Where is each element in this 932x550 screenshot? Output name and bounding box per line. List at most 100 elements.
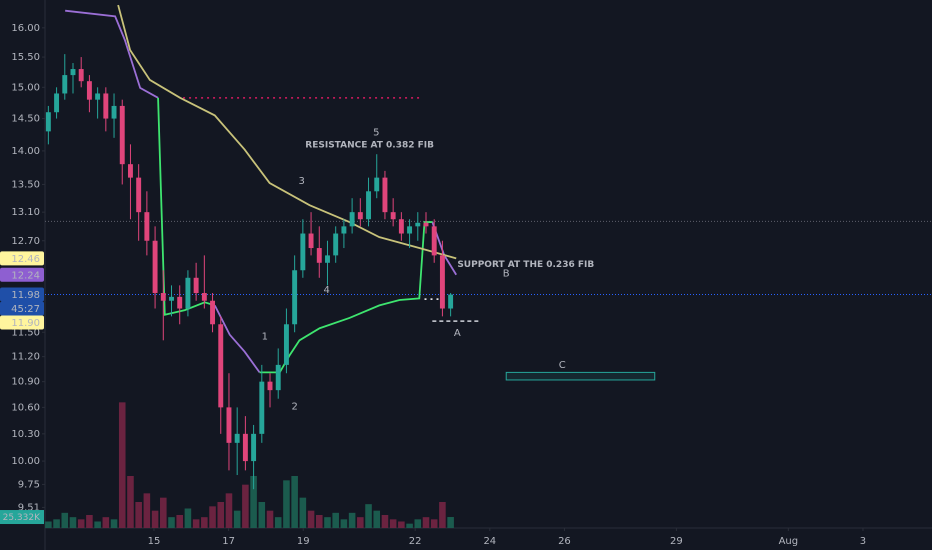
volume-bar: [151, 510, 159, 528]
volume-bar: [77, 519, 85, 528]
indicator-line: [65, 9, 159, 99]
candle-body: [86, 81, 92, 100]
indicator-line: [157, 97, 216, 316]
y-tick-label: 10.60: [11, 402, 40, 413]
annotation: SUPPORT AT THE 0.236 FIB: [457, 260, 594, 270]
candle-body: [45, 112, 51, 132]
volume-bar: [184, 508, 192, 528]
y-tick-label: 16.00: [11, 23, 40, 34]
volume-bar: [135, 502, 142, 528]
candle-body: [160, 293, 166, 301]
volume-bar: [398, 521, 405, 528]
y-tick-label: 14.50: [11, 114, 40, 125]
x-tick-label: 3: [860, 536, 866, 547]
annotation: 5: [373, 128, 379, 139]
countdown-label: 45:27: [11, 304, 40, 315]
candle-body: [103, 93, 109, 119]
volume-bar: [414, 519, 422, 528]
y-tick-label: 13.50: [11, 179, 40, 190]
candle-body: [357, 212, 363, 220]
y-tick-label: 13.10: [11, 207, 40, 218]
x-tick-label: 22: [409, 536, 422, 547]
candle-body: [177, 296, 183, 309]
candle-body: [201, 293, 207, 301]
candle-body: [316, 248, 322, 263]
volume-bar: [291, 476, 298, 528]
y-tick-label: 12.70: [11, 236, 40, 247]
annotation: C: [559, 360, 566, 371]
volume-bar: [209, 506, 216, 528]
x-tick-label: 19: [297, 536, 310, 547]
volume-bar: [439, 502, 446, 528]
candle-body: [95, 93, 101, 100]
volume-bar: [357, 517, 364, 528]
candle-body: [218, 324, 224, 408]
candle-body: [234, 433, 240, 443]
volume-bar: [250, 476, 257, 528]
y-tick-label: 14.00: [11, 146, 40, 157]
volume-bar: [168, 517, 175, 528]
volume-bar: [283, 480, 290, 528]
volume-label-bg: [0, 510, 44, 525]
indicator-line: [117, 4, 457, 260]
candle-body: [390, 212, 396, 220]
price-label: 11.90: [11, 318, 40, 329]
volume-bar: [389, 519, 397, 528]
candle-body: [119, 105, 125, 165]
candle-body: [152, 240, 158, 294]
y-tick-label: 15.00: [11, 82, 40, 93]
candle-body: [210, 300, 216, 325]
price-label: 12.24: [11, 270, 40, 281]
volume-bar: [94, 521, 101, 528]
y-tick-label: 11.20: [11, 352, 40, 363]
candle-body: [127, 164, 133, 178]
price-label: 12.46: [11, 254, 40, 265]
volume-bar: [274, 517, 282, 528]
x-tick-label: 26: [558, 536, 571, 547]
volume-bar: [348, 512, 356, 528]
annotation: 2: [291, 402, 297, 413]
candle-body: [366, 191, 371, 220]
y-tick-label: 15.50: [11, 52, 40, 63]
volume-bar: [340, 519, 348, 528]
annotation: 1: [262, 331, 268, 342]
candle-body: [136, 177, 142, 213]
y-tick-label: 11.50: [11, 327, 40, 338]
volume-bar: [86, 515, 93, 528]
volume-bar: [160, 497, 167, 528]
volume-bar: [61, 512, 69, 528]
volume-bar: [45, 521, 52, 528]
annotation: 4: [324, 285, 330, 296]
target-box: [505, 371, 656, 381]
price-label-bg: [0, 267, 44, 282]
y-tick-label: 10.90: [11, 377, 40, 388]
x-tick-label: 24: [483, 536, 496, 547]
candle-body: [185, 277, 191, 309]
volume-bar: [422, 517, 430, 528]
x-tick-label: 17: [222, 536, 235, 547]
candle-body: [267, 381, 273, 391]
candle-body: [242, 433, 248, 462]
y-tick-label: 9.75: [18, 479, 40, 490]
countdown-label-bg: [0, 301, 44, 316]
candle-body: [111, 105, 117, 119]
price-label-bg: [0, 251, 44, 266]
candle-body: [333, 233, 339, 256]
candle-body: [78, 69, 84, 82]
y-tick-label: 10.00: [11, 456, 40, 467]
y-tick-label: 9.51: [18, 502, 40, 513]
candle-body: [275, 364, 281, 391]
candle-body: [70, 69, 76, 76]
candle-body: [283, 324, 289, 365]
candle-body: [325, 255, 330, 263]
annotation: 3: [299, 176, 305, 187]
volume-bar: [430, 519, 438, 528]
volume-bar: [258, 502, 266, 528]
indicator-line: [213, 304, 261, 373]
candle-body: [292, 270, 298, 325]
volume-bar: [69, 517, 77, 528]
candle-body: [407, 226, 413, 234]
volume-bar: [176, 515, 183, 528]
